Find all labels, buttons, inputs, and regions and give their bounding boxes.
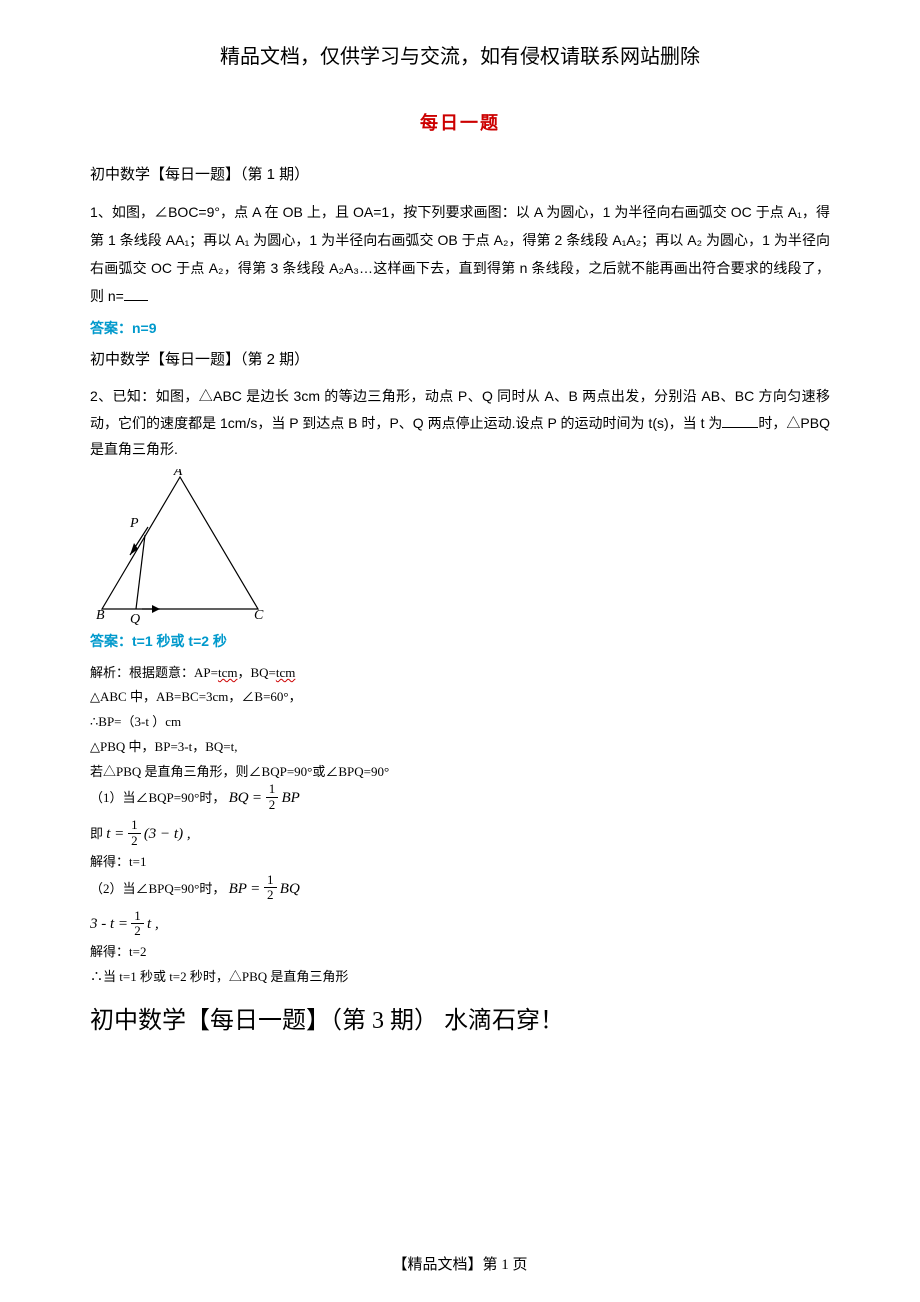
main-title: 每日一题 (90, 109, 830, 135)
issue1-header: 初中数学【每日一题】（第 1 期） (90, 163, 830, 184)
sol-l1a: 解析：根据题意：AP= (90, 665, 218, 680)
page-footer: 【精品文档】第 1 页 (0, 1253, 920, 1274)
label-Q: Q (130, 612, 140, 625)
sol-l1: 解析：根据题意：AP=tcm，BQ=tcm (90, 661, 830, 686)
issue3-header: 初中数学【每日一题】（第 3 期） 水滴石穿！ (90, 1000, 830, 1035)
label-P: P (129, 516, 139, 531)
issue2-header: 初中数学【每日一题】（第 2 期） (90, 348, 830, 369)
frac4-num: 1 (131, 909, 144, 924)
sol-l6: （1）当∠BQP=90°时， BQ = 12 BP (90, 784, 830, 814)
eq2: = (250, 881, 264, 897)
triangle-figure: A B C P Q (90, 469, 270, 625)
sol-l7: 即 t = 12 (3 − t) , (90, 820, 830, 850)
sol-l12: ∴当 t=1 秒或 t=2 秒时，△PBQ 是直角三角形 (90, 965, 830, 990)
sol-l1b: ，BQ= (237, 665, 275, 680)
sol-l7-t: t = (106, 826, 128, 842)
sol-l5: 若△PBQ 是直角三角形，则∠BQP=90°或∠BPQ=90° (90, 760, 830, 785)
sol-l10-rhs: t , (147, 916, 159, 932)
sol-l7a: 即 (90, 826, 103, 841)
frac3-num: 1 (264, 873, 277, 888)
label-B: B (96, 608, 105, 623)
sol-l9-lhs: BP (229, 881, 247, 897)
sol-l10: 3 - t = 12 t , (90, 910, 830, 940)
frac2-den: 2 (128, 834, 141, 848)
issue2-body: 2、已知：如图，△ABC 是边长 3cm 的等边三角形，动点 P、Q 同时从 A… (90, 383, 830, 463)
blank-fill-2 (722, 414, 758, 428)
sol-l8: 解得：t=1 (90, 850, 830, 875)
sol-l10-lhs: 3 - t = (90, 916, 128, 932)
issue2-body-text1: 2、已知：如图，△ABC 是边长 3cm 的等边三角形，动点 P、Q 同时从 A… (90, 388, 830, 431)
frac4: 12 (131, 909, 144, 939)
frac1: 12 (266, 782, 279, 812)
frac2-num: 1 (128, 818, 141, 833)
tcm1: tcm (218, 665, 238, 680)
sol-l3: ∴BP=（3-t ）cm (90, 710, 830, 735)
issue1-body: 1、如图，∠BOC=9°，点 A 在 OB 上，且 OA=1，按下列要求画图：以… (90, 198, 830, 310)
sol-l9-rhs: BQ (280, 881, 300, 897)
sol-l7-tail: (3 − t) , (144, 826, 191, 842)
issue1-answer: 答案：n=9 (90, 318, 830, 338)
issue1-body-text: 1、如图，∠BOC=9°，点 A 在 OB 上，且 OA=1，按下列要求画图：以… (90, 204, 830, 304)
label-C: C (254, 608, 264, 623)
top-notice: 精品文档，仅供学习与交流，如有侵权请联系网站删除 (90, 40, 830, 69)
sol-l6-rhs: BP (281, 790, 299, 806)
issue2-solution: 解析：根据题意：AP=tcm，BQ=tcm △ABC 中，AB=BC=3cm，∠… (90, 661, 830, 990)
frac1-den: 2 (266, 798, 279, 812)
label-A: A (173, 469, 183, 479)
frac1-num: 1 (266, 782, 279, 797)
frac4-den: 2 (131, 924, 144, 938)
sol-l6-lhs: BQ (229, 790, 249, 806)
frac3: 12 (264, 873, 277, 903)
tcm2: tcm (276, 665, 296, 680)
sol-l9a: （2）当∠BPQ=90°时， (90, 881, 225, 896)
sol-l9: （2）当∠BPQ=90°时， BP = 12 BQ (90, 875, 830, 905)
issue2-answer: 答案：t=1 秒或 t=2 秒 (90, 631, 830, 651)
sol-l2: △ABC 中，AB=BC=3cm，∠B=60°， (90, 685, 830, 710)
frac3-den: 2 (264, 888, 277, 902)
sol-l6a: （1）当∠BQP=90°时， (90, 790, 225, 805)
blank-fill (124, 287, 148, 301)
sol-l4: △PBQ 中，BP=3-t，BQ=t, (90, 735, 830, 760)
frac2: 12 (128, 818, 141, 848)
sol-l11: 解得：t=2 (90, 940, 830, 965)
eq1: = (252, 790, 266, 806)
